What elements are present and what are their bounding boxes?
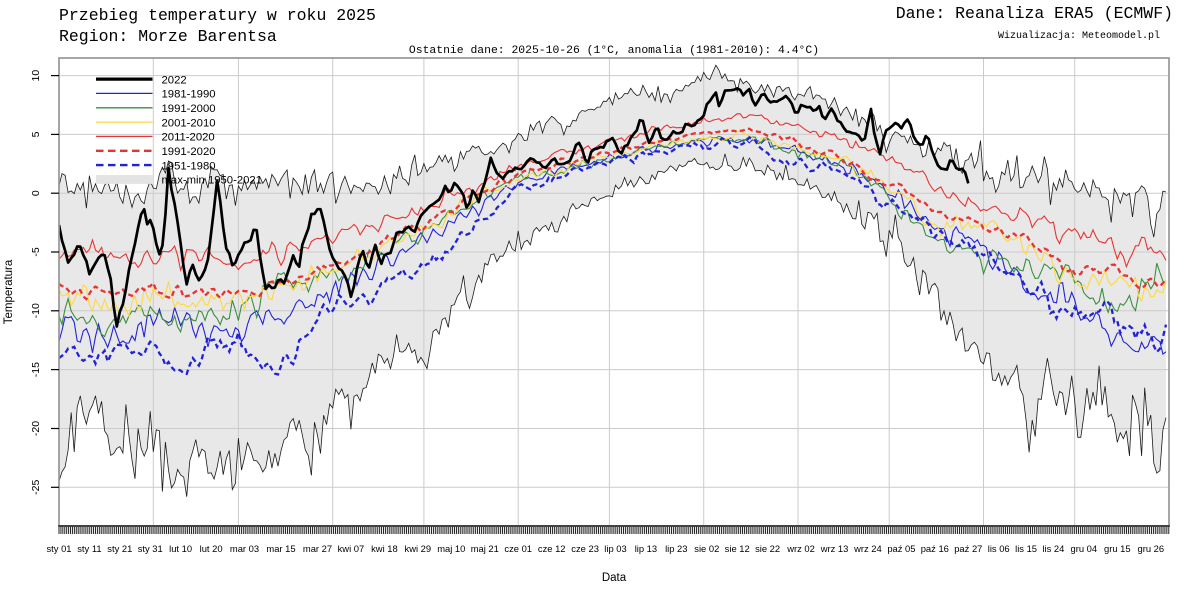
svg-text:gru 04: gru 04 — [1071, 543, 1098, 554]
svg-text:lut 10: lut 10 — [169, 543, 192, 554]
svg-text:-20: -20 — [30, 421, 42, 436]
svg-text:sie 12: sie 12 — [725, 543, 750, 554]
svg-text:sie 22: sie 22 — [755, 543, 780, 554]
svg-text:cze 12: cze 12 — [538, 543, 566, 554]
svg-text:lip 23: lip 23 — [665, 543, 687, 554]
svg-text:0: 0 — [30, 190, 42, 196]
svg-text:Wizualizacja: Meteomodel.pl: Wizualizacja: Meteomodel.pl — [998, 30, 1160, 42]
svg-text:paź 27: paź 27 — [954, 543, 982, 554]
svg-text:kwi 07: kwi 07 — [338, 543, 365, 554]
svg-text:wrz 02: wrz 02 — [786, 543, 815, 554]
svg-text:gru 26: gru 26 — [1138, 543, 1165, 554]
svg-text:2001-2010: 2001-2010 — [162, 117, 216, 129]
svg-text:wrz 24: wrz 24 — [853, 543, 882, 554]
svg-text:sty 11: sty 11 — [77, 543, 101, 554]
svg-text:Ostatnie dane: 2025-10-26 (1°C: Ostatnie dane: 2025-10-26 (1°C, anomalia… — [409, 45, 819, 57]
svg-text:Przebieg temperatury w roku 20: Przebieg temperatury w roku 2025 — [59, 6, 376, 25]
svg-text:Dane: Reanaliza ERA5 (ECMWF): Dane: Reanaliza ERA5 (ECMWF) — [896, 4, 1173, 23]
svg-text:-5: -5 — [30, 247, 42, 256]
svg-text:1991-2000: 1991-2000 — [162, 103, 216, 115]
svg-text:kwi 29: kwi 29 — [405, 543, 432, 554]
svg-text:2011-2020: 2011-2020 — [162, 132, 215, 144]
svg-text:lut 20: lut 20 — [200, 543, 223, 554]
svg-text:lip 03: lip 03 — [604, 543, 626, 554]
svg-text:sty 01: sty 01 — [46, 543, 71, 554]
svg-text:wrz 13: wrz 13 — [820, 543, 849, 554]
svg-text:2022: 2022 — [162, 74, 187, 86]
svg-text:-15: -15 — [30, 362, 42, 377]
svg-text:maj 10: maj 10 — [437, 543, 465, 554]
svg-text:mar 15: mar 15 — [266, 543, 295, 554]
svg-text:1951-1980: 1951-1980 — [162, 160, 216, 172]
svg-text:Region: Morze Barentsa: Region: Morze Barentsa — [59, 27, 277, 46]
svg-text:mar 27: mar 27 — [303, 543, 332, 554]
svg-text:-25: -25 — [30, 480, 42, 495]
svg-text:max-min 1950-2021: max-min 1950-2021 — [162, 175, 262, 187]
svg-text:mar 03: mar 03 — [230, 543, 259, 554]
svg-text:cze 01: cze 01 — [504, 543, 532, 554]
svg-text:kwi 18: kwi 18 — [371, 543, 398, 554]
svg-text:10: 10 — [30, 70, 42, 82]
svg-text:lis 15: lis 15 — [1015, 543, 1037, 554]
svg-text:gru 15: gru 15 — [1104, 543, 1131, 554]
svg-text:cze 23: cze 23 — [571, 543, 599, 554]
svg-text:1991-2020: 1991-2020 — [162, 146, 216, 158]
svg-text:paź 05: paź 05 — [887, 543, 915, 554]
svg-text:lis 24: lis 24 — [1042, 543, 1064, 554]
svg-text:Data: Data — [602, 572, 627, 584]
svg-text:Temperatura: Temperatura — [3, 259, 15, 324]
svg-text:1981-1990: 1981-1990 — [162, 89, 216, 101]
svg-text:lis 06: lis 06 — [988, 543, 1010, 554]
svg-text:sie 02: sie 02 — [694, 543, 719, 554]
svg-text:-10: -10 — [30, 303, 42, 318]
svg-text:sty 21: sty 21 — [107, 543, 132, 554]
svg-text:sty 31: sty 31 — [138, 543, 163, 554]
svg-text:5: 5 — [30, 131, 42, 137]
svg-text:paź 16: paź 16 — [921, 543, 949, 554]
svg-text:lip 13: lip 13 — [635, 543, 657, 554]
svg-text:maj 21: maj 21 — [471, 543, 499, 554]
